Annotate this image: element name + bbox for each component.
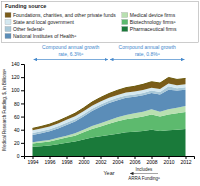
y-tick-mark <box>21 64 24 65</box>
y-tick: 120 <box>11 74 24 80</box>
chart-container: Funding source Foundations, charities, an… <box>0 0 200 186</box>
annotation-line: Compound annual growth <box>119 44 176 50</box>
annotations: Compound annual growthrate, 6.3%ᵃCompoun… <box>34 44 185 181</box>
x-tick: 1996 <box>44 156 55 165</box>
note-line: ARRA Fundingᵃ <box>128 176 160 181</box>
y-tick-mark <box>21 130 24 131</box>
y-tick: 40 <box>14 127 24 133</box>
x-tick-label: 2010 <box>163 159 174 165</box>
y-tick-mark <box>21 117 24 118</box>
legend-swatch <box>5 34 11 39</box>
x-tick-label: 2008 <box>146 159 157 165</box>
y-tick-mark <box>21 156 24 157</box>
x-tick: 2004 <box>112 156 123 165</box>
x-tick: 2006 <box>129 156 140 165</box>
y-tick-label: 40 <box>14 127 20 133</box>
x-tick-label: 2000 <box>78 159 89 165</box>
legend-swatch <box>122 13 128 18</box>
y-tick-label: 80 <box>14 101 20 107</box>
y-tick: 100 <box>11 87 24 93</box>
chart-svg: Funding source Foundations, charities, an… <box>0 0 200 186</box>
legend-title: Funding source <box>5 3 46 9</box>
x-axis: 1994 1996 1998 2000 2002 2004 2006 2008 2010 2012 <box>25 156 195 165</box>
legend-item: State and local government <box>5 19 74 25</box>
legend-box <box>2 2 199 43</box>
note-text: Includes ARRA Fundingᵃ <box>128 167 160 182</box>
y-tick: 0 <box>17 153 24 159</box>
legend-item: Pharmaceutical firms <box>122 26 177 32</box>
legend-item: Medical device firms <box>122 12 176 18</box>
legend-label: State and local government <box>13 19 74 25</box>
x-tick-label: 2002 <box>95 159 106 165</box>
legend-swatch <box>5 13 11 18</box>
y-tick-label: 140 <box>11 61 20 67</box>
y-tick: 80 <box>14 101 24 107</box>
x-tick: 2012 <box>180 156 191 165</box>
x-axis-title: Year <box>103 170 114 176</box>
note-arrow <box>130 173 158 174</box>
legend-item: National Institutes of Healthᵃ <box>5 33 76 39</box>
legend-item: Biotechnology firmsᵃ <box>122 19 176 25</box>
legend-label: Pharmaceutical firms <box>130 26 177 32</box>
y-tick-mark <box>21 90 24 91</box>
x-tick-label: 2012 <box>180 159 191 165</box>
legend-swatch <box>122 27 128 32</box>
y-tick-mark <box>21 77 24 78</box>
legend-swatch <box>5 27 11 32</box>
legend-label: Foundations, charities, and other privat… <box>13 12 116 18</box>
x-tick-label: 1998 <box>61 159 72 165</box>
area <box>33 83 186 133</box>
y-tick-mark <box>21 103 24 104</box>
legend-label: Medical device firms <box>130 12 176 18</box>
legend-label: Biotechnology firmsᵃ <box>130 19 176 25</box>
y-tick-label: 20 <box>14 140 20 146</box>
legend-item: Foundations, charities, and other privat… <box>5 12 116 18</box>
annotation-text: Compound annual growthrate, 6.3%ᵃ <box>42 44 99 57</box>
x-tick-label: 2004 <box>112 159 123 165</box>
y-tick-label: 100 <box>11 87 20 93</box>
note-line: Includes <box>136 167 154 172</box>
legend: Funding source Foundations, charities, an… <box>2 2 199 43</box>
y-tick: 140 <box>11 61 24 67</box>
y-tick-label: 0 <box>17 153 20 159</box>
x-tick: 1994 <box>27 156 38 165</box>
annotation-arrow <box>110 59 185 60</box>
legend-label: National Institutes of Healthᵃ <box>13 33 76 39</box>
annotation-line: Compound annual growth <box>42 44 99 50</box>
y-axis-line <box>21 65 25 157</box>
x-tick: 2000 <box>78 156 89 165</box>
x-tick: 1998 <box>61 156 72 165</box>
x-tick: 2002 <box>95 156 106 165</box>
line <box>33 77 186 128</box>
y-tick-label: 120 <box>11 74 20 80</box>
legend-label: Other federalᵃ <box>13 26 44 32</box>
legend-swatch <box>5 20 11 25</box>
annotation-arrow <box>34 59 109 60</box>
y-tick-label: 60 <box>14 114 20 120</box>
x-tick: 2008 <box>146 156 157 165</box>
annotation-text: Compound annual growthrate, 0.8%ᵃ <box>119 44 176 57</box>
x-tick-label: 1996 <box>44 159 55 165</box>
y-axis: 0 20 40 60 80 100 120 140 <box>11 61 24 159</box>
x-tick: 2010 <box>163 156 174 165</box>
plot-area <box>33 77 186 156</box>
y-tick-mark <box>21 143 24 144</box>
legend-item: Other federalᵃ <box>5 26 44 32</box>
annotation-line: rate, 6.3%ᵃ <box>58 51 83 57</box>
y-tick: 20 <box>14 140 24 146</box>
legend-swatch <box>122 20 128 25</box>
area <box>33 77 186 130</box>
annotation-line: rate, 0.8%ᵃ <box>135 51 160 57</box>
y-axis-title: Medical Research Funding, $, in Billions… <box>2 69 7 151</box>
x-tick-label: 2006 <box>129 159 140 165</box>
y-tick: 60 <box>14 114 24 120</box>
x-tick-label: 1994 <box>27 159 38 165</box>
